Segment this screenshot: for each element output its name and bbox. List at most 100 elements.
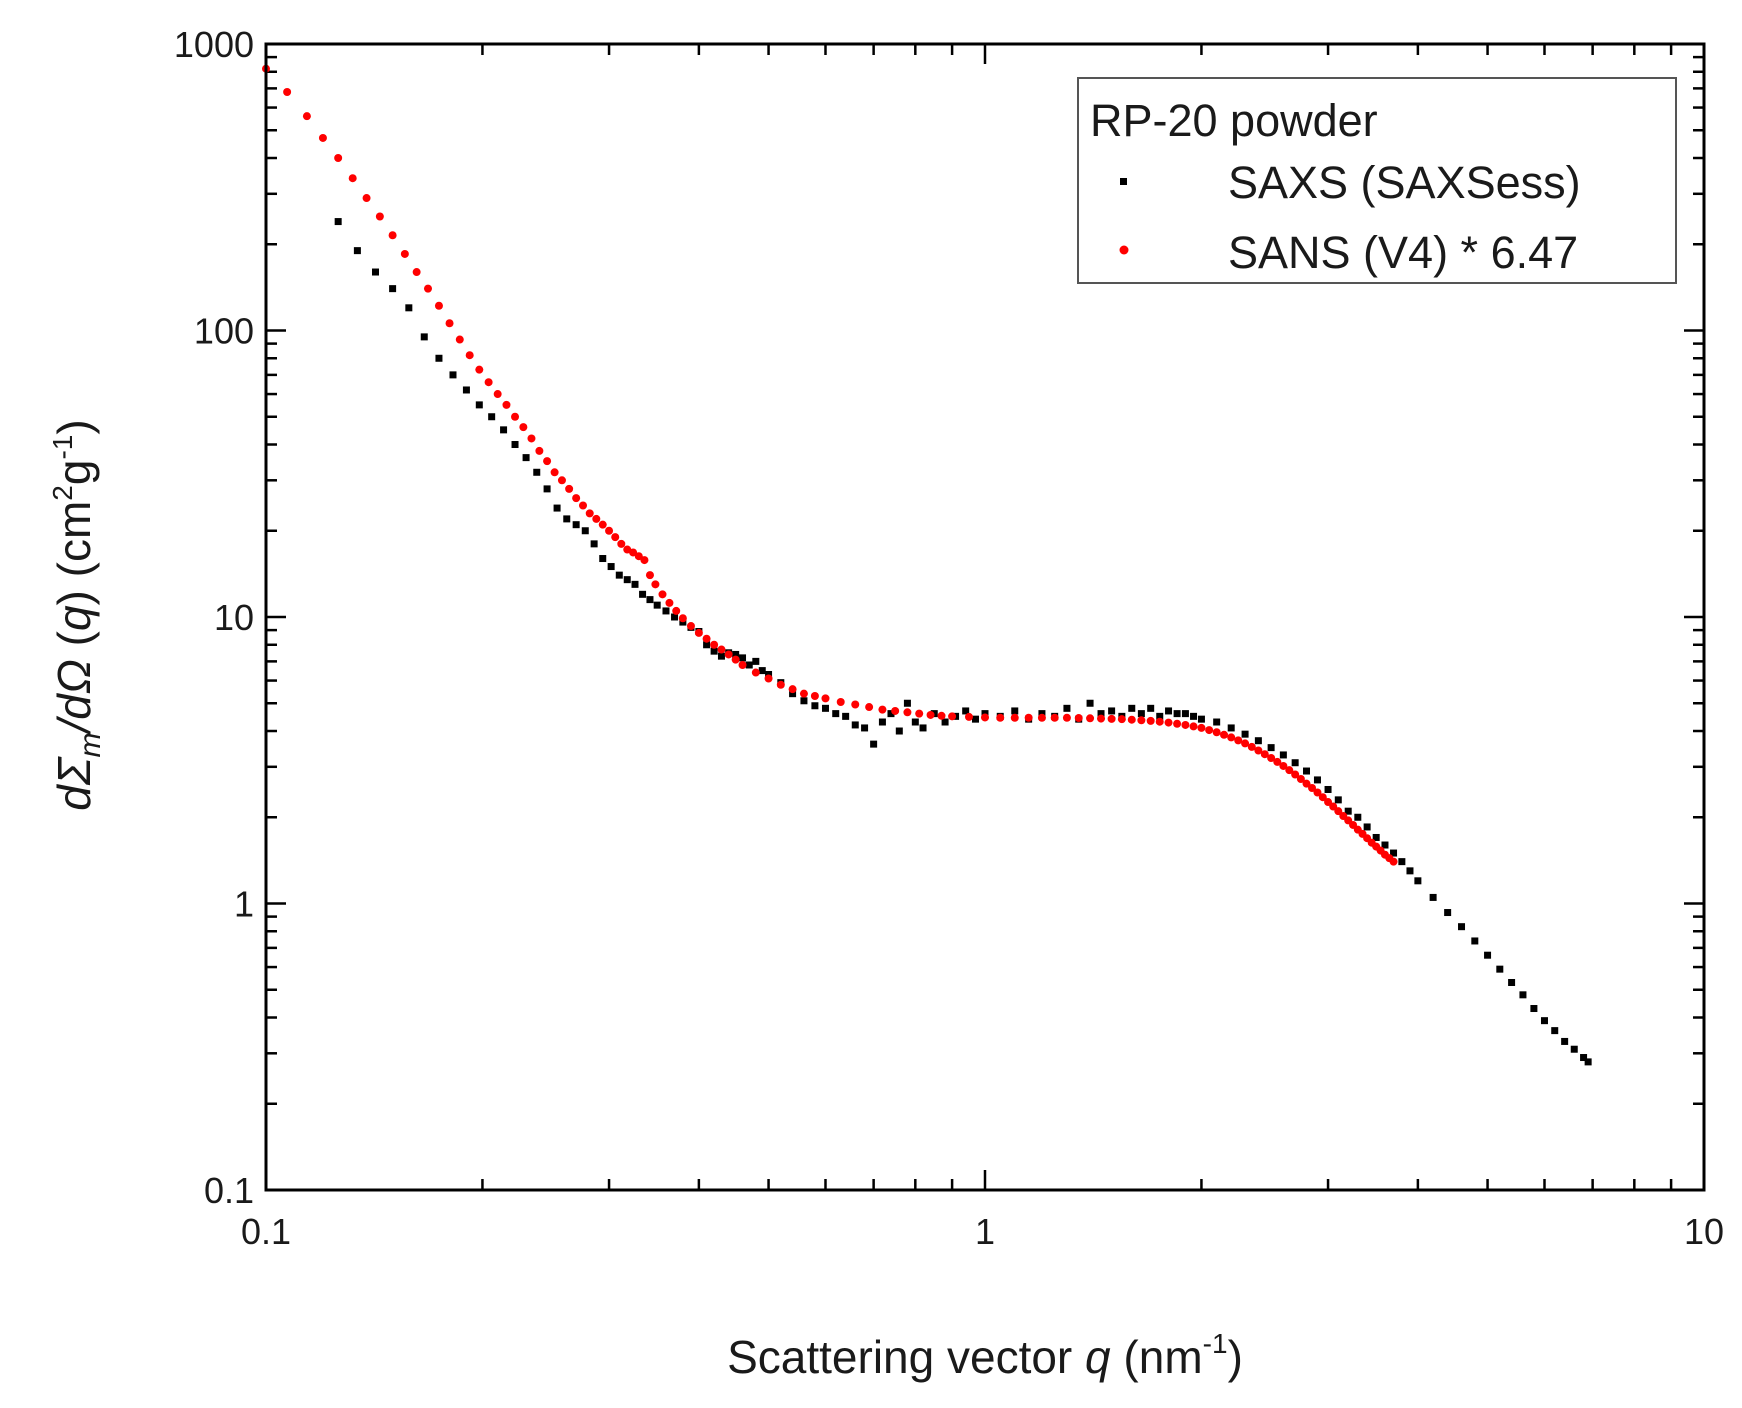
saxs-point xyxy=(623,576,631,584)
sans-point xyxy=(717,645,726,654)
saxs-point xyxy=(1344,807,1352,815)
saxs-point xyxy=(739,654,747,662)
saxs-point xyxy=(1267,744,1275,752)
legend-title: RP-20 powder xyxy=(1090,95,1378,146)
saxs-point xyxy=(1086,699,1094,707)
sans-point xyxy=(1197,723,1206,732)
saxs-point xyxy=(710,647,718,655)
sans-point xyxy=(598,520,607,529)
saxs-point xyxy=(511,441,519,449)
sans-point xyxy=(751,668,760,677)
saxs-point xyxy=(631,580,639,588)
sans-point xyxy=(788,685,797,694)
saxs-point xyxy=(1213,718,1221,726)
tick-labels: 0.1 1 10 0.1 1 10 100 1000 xyxy=(174,24,1724,1252)
saxs-point xyxy=(1570,1045,1578,1053)
sans-point xyxy=(1389,857,1398,866)
sans-point xyxy=(493,390,502,399)
x-tick-label: 10 xyxy=(1684,1211,1724,1252)
saxs-point xyxy=(832,710,840,718)
sans-point xyxy=(651,580,660,589)
saxs-point xyxy=(1097,710,1105,718)
saxs-point xyxy=(887,710,895,718)
saxs-point xyxy=(1584,1058,1592,1066)
sans-point xyxy=(776,680,785,689)
sans-point xyxy=(724,650,733,659)
saxs-point xyxy=(903,699,911,707)
saxs-point xyxy=(646,596,654,604)
sans-point xyxy=(585,509,594,518)
saxs-point xyxy=(522,454,530,462)
saxs-point xyxy=(1580,1054,1588,1062)
saxs-point xyxy=(475,401,483,409)
sans-point xyxy=(810,691,819,700)
saxs-point xyxy=(1324,785,1332,793)
sans-point xyxy=(375,212,384,221)
saxs-point xyxy=(488,413,496,421)
x-axis-title-text: Scattering vector xyxy=(727,1331,1072,1383)
saxs-point xyxy=(1390,849,1398,857)
saxs-point xyxy=(962,707,970,715)
legend-entry-saxs: SAXS (SAXSess) xyxy=(1228,157,1581,208)
saxs-point xyxy=(1444,909,1452,917)
sans-point xyxy=(937,711,946,720)
saxs-point xyxy=(1540,1017,1548,1025)
sans-point xyxy=(318,133,327,142)
saxs-point xyxy=(1303,767,1311,775)
sans-point xyxy=(1086,714,1095,723)
sans-point xyxy=(672,606,681,615)
sans-point xyxy=(445,319,454,328)
saxs-point xyxy=(895,727,903,735)
saxs-point xyxy=(449,371,457,379)
sans-point xyxy=(1181,720,1190,729)
sans-point xyxy=(1010,713,1019,722)
saxs-point xyxy=(1471,937,1479,945)
sans-point xyxy=(1205,726,1214,735)
sans-point xyxy=(283,87,292,96)
saxs-point xyxy=(821,704,829,712)
saxs-point xyxy=(919,724,927,732)
saxs-point xyxy=(543,485,551,493)
sans-point xyxy=(665,598,674,607)
sans-point xyxy=(702,634,711,643)
sans-point xyxy=(1334,807,1343,816)
sans-point xyxy=(1173,719,1182,728)
sans-point xyxy=(592,514,601,523)
saxs-point xyxy=(563,515,571,523)
x-axis-title-unit: (nm xyxy=(1123,1331,1202,1383)
saxs-point xyxy=(1551,1027,1559,1035)
y-tick-label: 10 xyxy=(214,597,254,638)
saxs-point xyxy=(615,571,623,579)
sans-point xyxy=(1062,713,1071,722)
sans-point xyxy=(1273,757,1282,766)
x-axis-title: Scattering vector q (nm-1) xyxy=(727,1328,1243,1383)
sans-point xyxy=(1189,722,1198,731)
sans-point xyxy=(527,434,536,443)
x-axis-title-variable: q xyxy=(1085,1331,1111,1383)
saxs-point xyxy=(1519,991,1527,999)
saxs-point xyxy=(1354,813,1362,821)
saxs-point xyxy=(599,555,607,563)
sans-point xyxy=(658,590,667,599)
saxs-point xyxy=(1038,710,1046,718)
y-tick-label: 1000 xyxy=(174,24,254,65)
sans-point xyxy=(948,712,957,721)
sans-point xyxy=(348,174,357,183)
sans-point xyxy=(764,674,773,683)
sans-point xyxy=(535,446,544,455)
saxs-point xyxy=(653,601,661,609)
saxs-point xyxy=(717,652,725,660)
sans-point xyxy=(731,655,740,664)
sans-point xyxy=(412,268,421,277)
saxs-point xyxy=(405,304,413,312)
saxs-point xyxy=(789,690,797,698)
y-tick-label: 1 xyxy=(234,884,254,925)
saxs-point xyxy=(1406,867,1414,875)
saxs-point xyxy=(1398,858,1406,866)
sans-point xyxy=(362,194,371,203)
sans-point xyxy=(634,552,643,561)
sans-point xyxy=(1285,766,1294,775)
legend-marker-saxs xyxy=(1120,178,1127,185)
sans-point xyxy=(434,301,443,310)
saxs-point xyxy=(420,333,428,341)
